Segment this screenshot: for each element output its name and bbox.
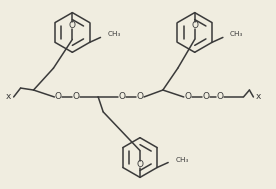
Text: O: O bbox=[137, 92, 144, 101]
Text: O: O bbox=[119, 92, 126, 101]
Text: O: O bbox=[137, 160, 144, 169]
Text: O: O bbox=[202, 92, 209, 101]
Text: CH₃: CH₃ bbox=[230, 31, 243, 37]
Text: O: O bbox=[73, 92, 80, 101]
Text: O: O bbox=[191, 21, 198, 30]
Text: O: O bbox=[216, 92, 223, 101]
Text: CH₃: CH₃ bbox=[175, 156, 189, 163]
Text: O: O bbox=[184, 92, 191, 101]
Text: O: O bbox=[69, 21, 76, 30]
Text: O: O bbox=[55, 92, 62, 101]
Text: x: x bbox=[6, 92, 11, 101]
Text: x: x bbox=[256, 92, 261, 101]
Text: CH₃: CH₃ bbox=[107, 31, 121, 37]
